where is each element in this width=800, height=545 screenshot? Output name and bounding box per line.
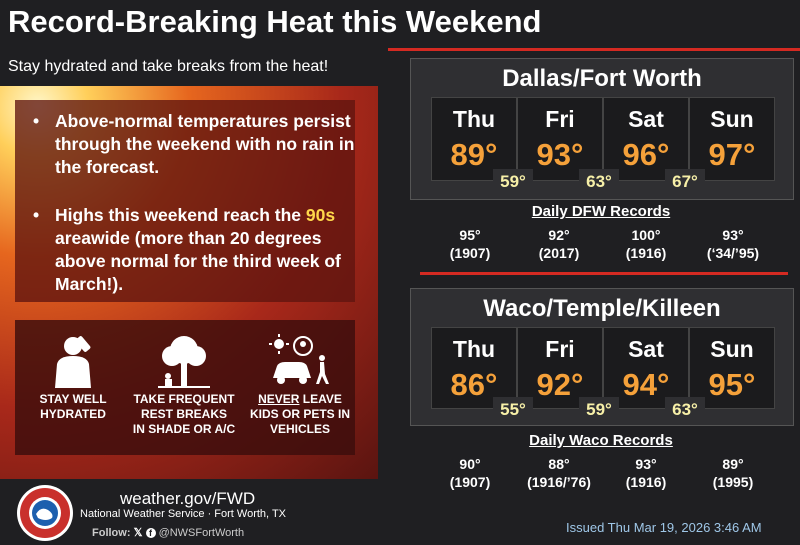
day-name: Sun — [710, 106, 754, 132]
section-divider — [420, 272, 788, 275]
waco-low-1: 55° — [493, 397, 533, 423]
dfw-day-sat: Sat 96° — [603, 97, 689, 181]
record-year: (1907) — [449, 245, 491, 261]
dfw-record-sat: 100° (1916) — [606, 226, 686, 262]
bullet-2-highlight: 90s — [305, 205, 336, 225]
facebook-icon[interactable]: f — [145, 528, 156, 538]
day-name: Thu — [452, 106, 496, 132]
safety-tips: STAY WELL HYDRATED TAKE FREQUENT REST BR… — [15, 320, 355, 455]
record-year: (1916) — [625, 474, 667, 490]
tip-rest-line2: REST BREAKS — [140, 407, 227, 421]
day-high: 93° — [536, 137, 584, 172]
follow-label: Follow: — [92, 527, 131, 539]
car-kid-pet-icon — [269, 334, 329, 384]
day-name: Sat — [628, 106, 664, 132]
footer-follow: Follow: 𝕏 f @NWSFortWorth — [92, 526, 244, 539]
dfw-record-fri: 92° (2017) — [519, 226, 599, 262]
footer-org: National Weather Service · Fort Worth, T… — [80, 508, 287, 520]
issued-timestamp: Issued Thu Mar 19, 2026 3:46 AM — [566, 520, 762, 535]
record-year: (‘34/’95) — [706, 245, 760, 261]
day-high: 89° — [450, 137, 498, 172]
tip-vehicles-never: NEVER — [258, 392, 300, 406]
waco-low-3: 63° — [665, 397, 705, 423]
dfw-day-fri: Fri 93° — [517, 97, 603, 181]
day-name: Sun — [710, 336, 754, 362]
day-high: 92° — [536, 367, 584, 402]
waco-records-title: Daily Waco Records — [529, 432, 673, 449]
x-logo-icon[interactable]: 𝕏 — [133, 527, 143, 539]
dfw-title: Dallas/Fort Worth — [502, 65, 702, 92]
day-name: Thu — [452, 336, 496, 362]
bullet-dot-icon: • — [33, 205, 40, 225]
day-name: Sat — [628, 336, 664, 362]
tip-hydrate-line2: HYDRATED — [40, 407, 106, 421]
tip-vehicles-line3: VEHICLES — [269, 422, 330, 436]
bullet-2-pre: Highs this weekend reach the — [55, 205, 306, 225]
waco-record-sat: 93° (1916) — [606, 455, 686, 491]
tree-shade-icon — [158, 336, 210, 388]
dfw-day-sun: Sun 97° — [689, 97, 775, 181]
day-high: 86° — [450, 367, 498, 402]
waco-title: Waco/Temple/Killeen — [483, 295, 721, 322]
page-title: Record-Breaking Heat this Weekend — [8, 4, 542, 39]
tip-rest: TAKE FREQUENT REST BREAKS IN SHADE OR A/… — [125, 334, 243, 437]
day-high: 94° — [622, 367, 670, 402]
waco-day-fri: Fri 92° — [517, 327, 603, 409]
bullet-1: • Above-normal temperatures persist thro… — [33, 110, 355, 179]
record-temp: 90° — [459, 456, 481, 472]
record-temp: 88° — [548, 456, 570, 472]
waco-record-fri: 88° (1916/’76) — [512, 455, 606, 491]
record-year: (1916/’76) — [527, 474, 591, 490]
info-box: • Above-normal temperatures persist thro… — [15, 100, 355, 302]
drinking-person-icon — [55, 336, 91, 388]
tip-rest-line3: IN SHADE OR A/C — [132, 422, 236, 436]
bullet-2: • Highs this weekend reach the 90s areaw… — [33, 204, 355, 296]
sun-icon — [274, 339, 284, 349]
tip-rest-line1: TAKE FREQUENT — [133, 392, 235, 406]
record-year: (2017) — [538, 245, 580, 261]
waco-record-sun: 89° (1995) — [693, 455, 773, 491]
bullet-2-post: areawide (more than 20 degrees above nor… — [55, 228, 341, 294]
dfw-panel: Dallas/Fort Worth Thu 89° Fri 93° Sat 96… — [410, 58, 794, 200]
waco-day-sat: Sat 94° — [603, 327, 689, 409]
record-temp: 93° — [635, 456, 657, 472]
bullet-1-text: Above-normal temperatures persist throug… — [55, 111, 355, 177]
day-high: 96° — [622, 137, 670, 172]
day-high: 95° — [708, 367, 756, 402]
record-temp: 95° — [459, 227, 481, 243]
social-handle[interactable]: @NWSFortWorth — [158, 527, 245, 539]
dfw-low-3: 67° — [665, 169, 705, 195]
record-year: (1995) — [712, 474, 754, 490]
record-temp: 89° — [722, 456, 744, 472]
record-year: (1916) — [625, 245, 667, 261]
top-accent-line — [388, 48, 800, 51]
day-name: Fri — [545, 336, 575, 362]
dfw-record-thu: 95° (1907) — [430, 226, 510, 262]
record-temp: 92° — [548, 227, 570, 243]
dfw-low-1: 59° — [493, 169, 533, 195]
waco-panel: Waco/Temple/Killeen Thu 86° Fri 92° Sat … — [410, 288, 794, 426]
dfw-records-title: Daily DFW Records — [531, 203, 671, 220]
page-subtitle: Stay hydrated and take breaks from the h… — [8, 58, 329, 75]
footer-url[interactable]: weather.gov/FWD — [120, 489, 256, 508]
waco-low-2: 59° — [579, 397, 619, 423]
tip-vehicles: NEVER LEAVE KIDS OR PETS IN VEHICLES — [247, 334, 353, 437]
tip-hydrate-line1: STAY WELL — [39, 392, 107, 406]
record-temp: 100° — [631, 227, 661, 243]
waco-day-thu: Thu 86° — [431, 327, 517, 409]
dfw-day-thu: Thu 89° — [431, 97, 517, 181]
waco-record-thu: 90° (1907) — [430, 455, 510, 491]
waco-day-sun: Sun 95° — [689, 327, 775, 409]
tip-hydrate: STAY WELL HYDRATED — [23, 334, 123, 422]
nws-logo-icon — [17, 485, 73, 541]
record-temp: 93° — [722, 227, 744, 243]
dfw-low-2: 63° — [579, 169, 619, 195]
record-year: (1907) — [449, 474, 491, 490]
tip-vehicles-line2: KIDS OR PETS IN — [249, 407, 350, 421]
tip-vehicles-line1: LEAVE — [299, 392, 342, 406]
day-name: Fri — [545, 106, 575, 132]
bullet-dot-icon: • — [33, 111, 40, 131]
day-high: 97° — [708, 137, 756, 172]
dfw-record-sun: 93° (‘34/’95) — [693, 226, 773, 262]
